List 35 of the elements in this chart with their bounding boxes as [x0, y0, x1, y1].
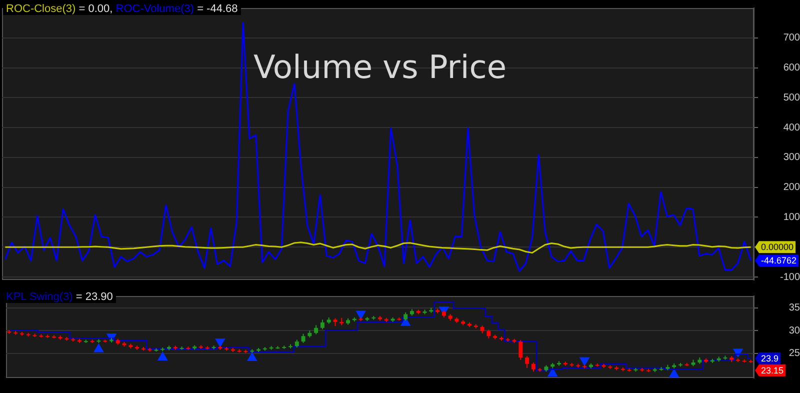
data-label: 23.9 [761, 353, 779, 364]
candlestick [518, 340, 523, 360]
text: 23.15 [761, 365, 784, 376]
y-tick-label: 200 [783, 182, 800, 194]
y-tick-label: 500 [783, 92, 800, 104]
text: ROC-Close(3) [6, 3, 76, 15]
y-tick-label: 100 [783, 212, 800, 223]
y-tick-label: 25 [788, 348, 800, 360]
y-tick-label: -100 [780, 272, 800, 283]
y-tick-label: 300 [783, 152, 800, 164]
text: KPL Swing(3) [6, 291, 73, 303]
point [94, 344, 104, 352]
candlestick [314, 324, 318, 335]
point [669, 368, 679, 378]
text: ROC-Volume(3) [116, 3, 194, 15]
point [247, 352, 257, 361]
text: Volume vs Price [252, 48, 508, 86]
y-tick-label: 30 [788, 325, 800, 336]
annotation: = 23.90 [74, 291, 113, 303]
candlestick [531, 362, 536, 372]
point [548, 368, 558, 376]
point [158, 352, 168, 360]
candlestick [301, 333, 306, 344]
point [215, 338, 225, 348]
candlestick [525, 356, 530, 368]
data-label: 0.00000 [761, 242, 794, 252]
annotation: = -44.68 [196, 3, 238, 15]
y-tick-label: 700 [783, 32, 800, 44]
point [356, 310, 366, 320]
y-tick-label: 35 [788, 302, 800, 314]
annotation: = 0.00, [78, 3, 113, 15]
y-tick-label: 400 [783, 122, 800, 134]
data-label: -44.6762 [761, 255, 797, 266]
candlestick [320, 319, 324, 330]
y-tick-label: 600 [783, 62, 800, 74]
